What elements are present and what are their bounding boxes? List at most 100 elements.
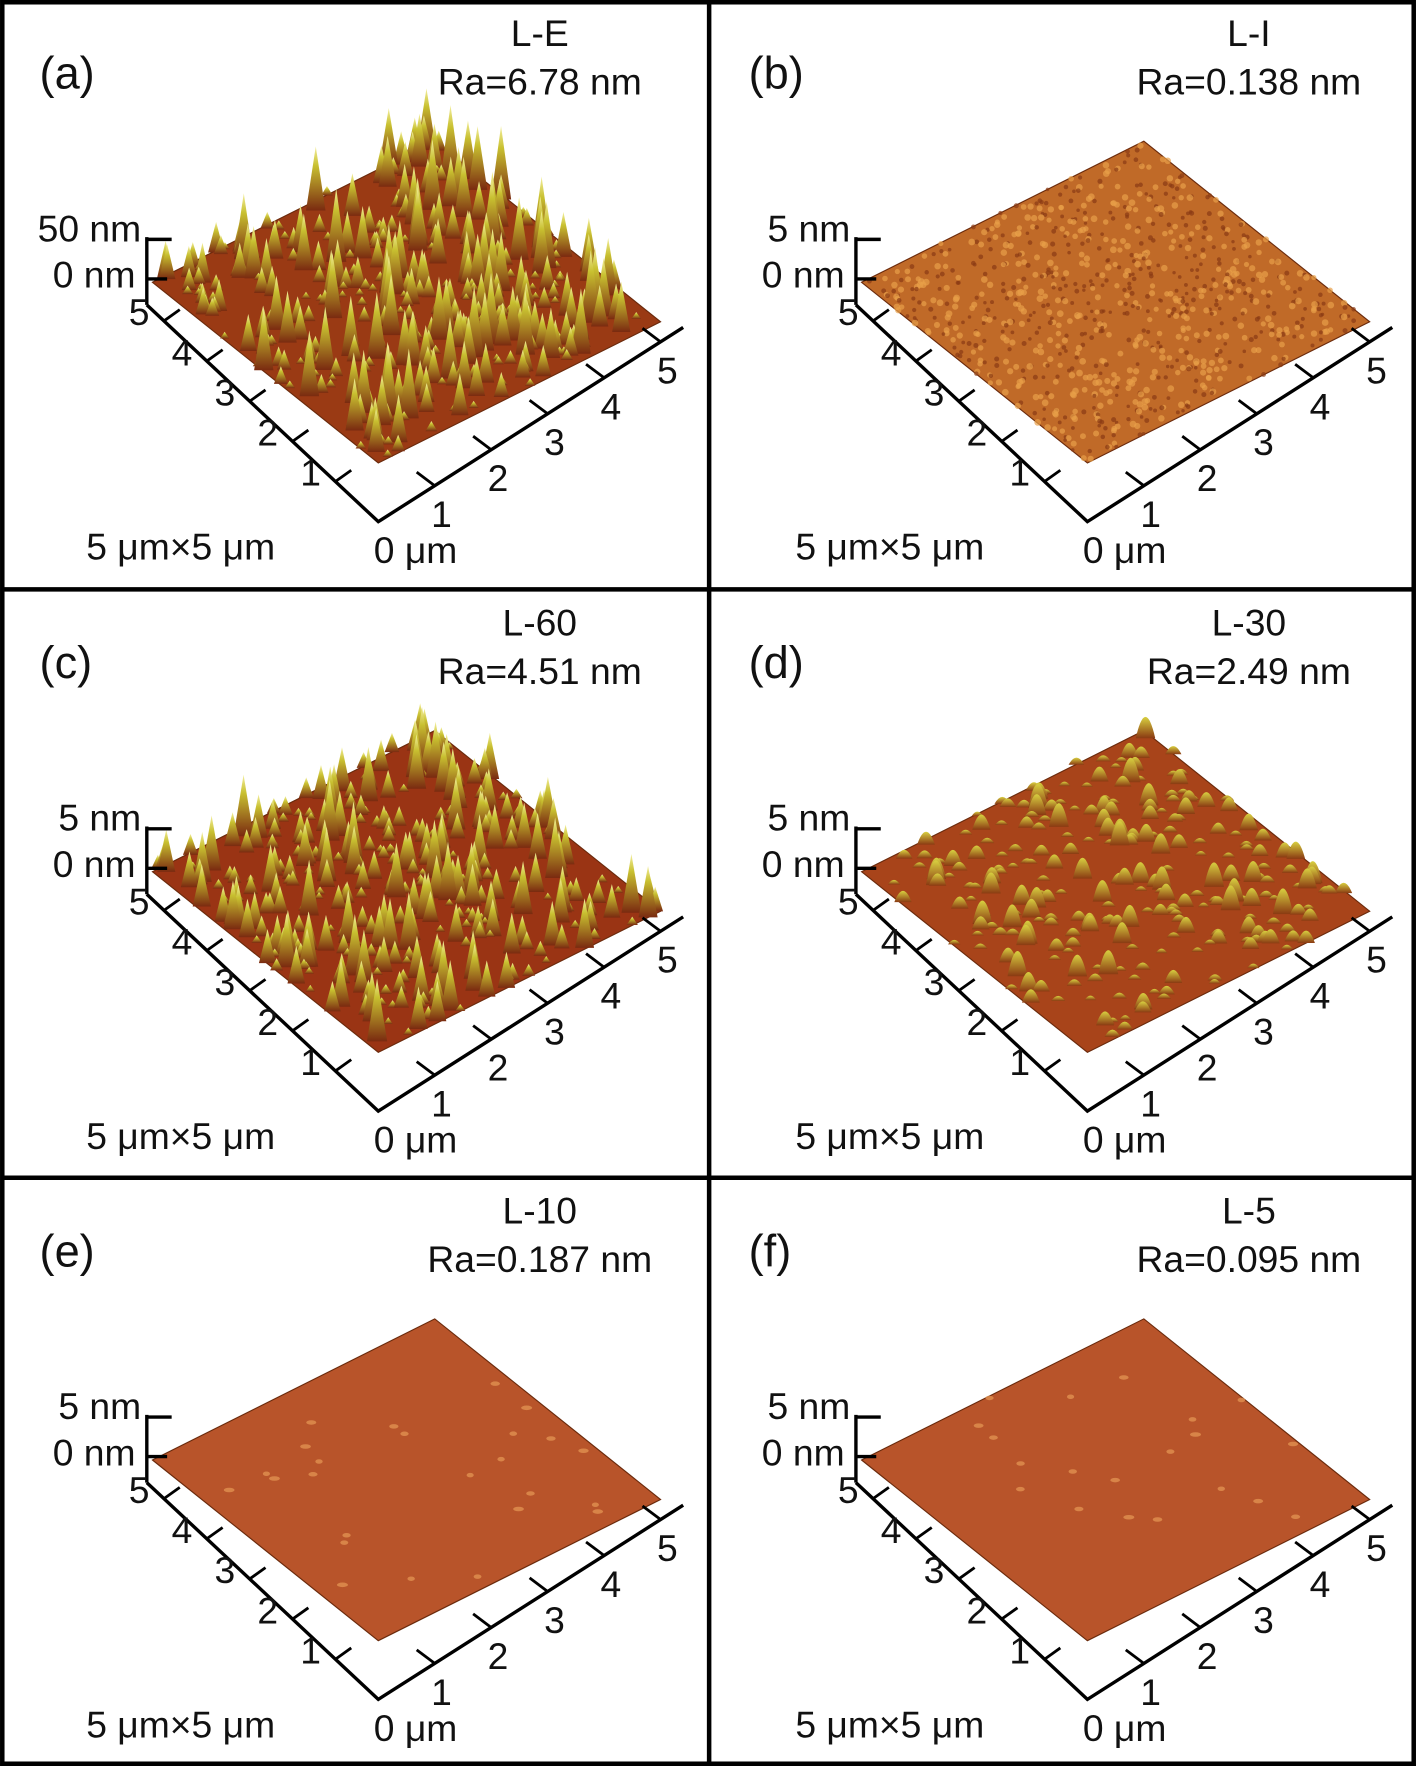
peak [381,825,396,841]
peak [295,356,306,364]
grain [1004,296,1010,301]
grain [1255,239,1262,246]
speck [578,1448,589,1453]
grain [1037,288,1045,296]
grain [1087,455,1094,462]
grain [941,332,946,336]
peak [267,275,286,330]
peak [1194,851,1207,856]
peak [391,434,405,452]
x-tick-label: 5 [1366,1527,1387,1569]
grain [1072,233,1078,240]
grain [1166,396,1171,400]
x-tick-label: 5 [657,349,678,391]
peak [305,984,315,992]
grain [995,379,1003,386]
grain [1021,276,1027,282]
peak [440,317,460,379]
peak [448,850,458,858]
peak [444,204,462,239]
speck [1118,1375,1129,1380]
x-tick-label: 5 [1366,939,1387,981]
peak [470,181,488,220]
grain [985,307,991,313]
grain [1202,219,1207,225]
peak [244,225,263,279]
peak [1024,810,1040,817]
peak [626,916,638,926]
grain [1032,410,1037,416]
peak [1254,828,1272,841]
grain [982,338,987,344]
grain [1243,291,1248,296]
peak [379,769,397,798]
y-tick-label: 1 [300,452,321,494]
grain [1213,197,1219,203]
grain [1070,391,1077,399]
peak [497,951,516,988]
peak [158,244,176,280]
grain [1143,386,1150,394]
peak [541,307,561,359]
peak [1166,932,1181,938]
grain [912,307,917,313]
peak [343,173,362,216]
grain [1193,332,1200,339]
grain [1092,393,1097,398]
grain [1227,283,1234,290]
speck [546,1436,556,1441]
grain [1242,349,1247,354]
grain [917,300,922,305]
x-tick-label: 1 [431,1083,452,1125]
tick [957,1566,976,1581]
grain [1042,407,1046,411]
grain [1139,415,1144,419]
speck [1110,1477,1120,1483]
grain [1246,375,1253,382]
y-tick-label: 5 [838,1469,859,1511]
peak [422,890,439,922]
grain [1053,225,1058,230]
grain [1058,351,1062,356]
peak [447,903,466,942]
z-zero-label: 0 nm [762,843,845,885]
peak [959,829,973,835]
grain [1190,268,1194,272]
peak [493,356,504,365]
grain [1268,331,1275,338]
peak [417,365,435,402]
peak [575,898,595,948]
peak [324,980,341,1012]
grain [1227,360,1232,365]
grain [1281,356,1286,361]
peak [477,342,495,383]
sample-name: L-I [1227,12,1270,54]
peak [494,302,512,346]
grain [1134,183,1139,188]
grain [1180,298,1186,304]
tick [291,1606,310,1621]
grain [1193,360,1199,366]
grain [1150,221,1156,227]
grain [974,371,979,376]
tick [957,388,976,403]
grain [1158,415,1165,422]
grain [1073,281,1078,287]
peak [299,859,319,916]
grain [1065,435,1072,442]
grain [1015,260,1022,267]
peak [562,326,579,356]
peak [223,880,243,930]
grain [1251,347,1258,354]
grain [1063,283,1068,288]
peak [1209,822,1227,834]
peak [279,231,291,239]
grain [1016,278,1022,284]
peak [325,379,336,388]
grain [1195,268,1200,272]
peak [306,146,326,211]
x-tick-label: 5 [1366,349,1387,391]
peak [896,849,913,859]
